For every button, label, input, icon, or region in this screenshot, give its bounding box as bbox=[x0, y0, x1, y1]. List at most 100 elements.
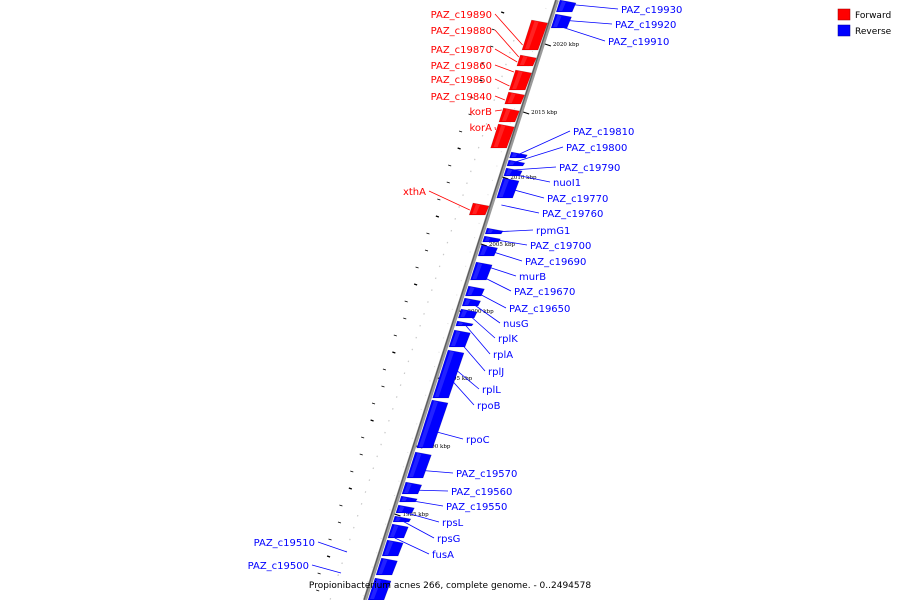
reverse-gene-label: rplA bbox=[493, 350, 513, 361]
reverse-gene-label: PAZ_c19930 bbox=[621, 5, 682, 16]
forward-gene-block-shade bbox=[525, 21, 539, 49]
reverse-gene-block bbox=[509, 151, 528, 159]
forward-gene-block bbox=[521, 19, 549, 51]
forward-leader-line bbox=[494, 29, 520, 58]
reverse-gene-label: PAZ_c19910 bbox=[608, 37, 669, 48]
reverse-gene-block bbox=[506, 159, 526, 167]
reverse-gene-label: rpsG bbox=[437, 534, 460, 545]
forward-gene-block bbox=[516, 54, 537, 67]
reverse-gene-block-shade bbox=[401, 497, 408, 501]
forward-gene-label: korA bbox=[469, 123, 492, 134]
minor-tick bbox=[457, 147, 461, 150]
reverse-gene-label: PAZ_c19760 bbox=[542, 209, 603, 220]
reverse-gene-block-shade bbox=[511, 153, 518, 157]
forward-leader-line bbox=[494, 48, 518, 63]
minor-tick bbox=[328, 538, 332, 541]
minor-tick bbox=[326, 555, 331, 558]
forward-leader-line bbox=[494, 64, 515, 73]
forward-gene-block-shade bbox=[493, 125, 506, 147]
minor-tick bbox=[371, 402, 376, 405]
scale-ticks: 2020 kbp 2015 kbp 2010 kbp 2005 kbp 2000 kbp… bbox=[316, 11, 580, 592]
forward-gene-label: PAZ_c19890 bbox=[431, 10, 492, 21]
legend-forward-swatch bbox=[837, 8, 851, 21]
reverse-leader-line bbox=[486, 249, 523, 262]
forward-gene-block bbox=[468, 202, 490, 216]
reverse-gene-block bbox=[387, 523, 409, 539]
reverse-leader-line bbox=[492, 229, 534, 233]
reverse-leader-line bbox=[482, 264, 517, 277]
minor-tick bbox=[404, 300, 408, 303]
reverse-gene-block-shade bbox=[464, 299, 471, 305]
reverse-gene-label: rpmG1 bbox=[536, 226, 570, 237]
reverse-leader-line bbox=[446, 374, 475, 406]
tick-label: 1985 kbp bbox=[403, 512, 430, 518]
gene-labels: PAZ_c19890 PAZ_c19880 PAZ_c19870 PAZ_c19860… bbox=[248, 5, 683, 572]
minor-tick bbox=[448, 164, 452, 167]
legend-reverse-label: Reverse bbox=[855, 27, 892, 37]
map-caption: Propionibacterium acnes 266, complete ge… bbox=[309, 581, 591, 591]
forward-leader-line bbox=[494, 78, 510, 87]
reverse-gene-block-shade bbox=[460, 310, 468, 317]
reverse-leader-line bbox=[403, 511, 440, 523]
reverse-gene-label: PAZ_c19790 bbox=[559, 163, 620, 174]
minor-tick bbox=[361, 436, 365, 439]
reverse-gene-block bbox=[367, 577, 392, 600]
reverse-gene-label: PAZ_c19690 bbox=[525, 257, 586, 268]
minor-tick bbox=[469, 96, 474, 99]
tick-mark bbox=[544, 43, 552, 47]
minor-tick bbox=[479, 79, 483, 82]
minor-tick bbox=[381, 385, 385, 388]
tick-mark bbox=[480, 243, 488, 247]
legend-reverse-swatch bbox=[837, 24, 851, 37]
reverse-gene-label: PAZ_c19560 bbox=[451, 487, 512, 498]
forward-gene-block-shade bbox=[512, 71, 523, 89]
minor-tick bbox=[370, 419, 374, 422]
tick-mark bbox=[394, 513, 401, 517]
reverse-gene-block bbox=[406, 451, 432, 479]
reverse-gene-block bbox=[461, 297, 482, 307]
tick-label: 1990 kbp bbox=[424, 444, 451, 450]
reverse-gene-block bbox=[464, 285, 485, 297]
reverse-gene-label: fusA bbox=[432, 550, 454, 561]
minor-tick bbox=[339, 504, 343, 507]
reverse-gene-label: PAZ_c19650 bbox=[509, 304, 570, 315]
forward-gene-label: korB bbox=[469, 107, 492, 118]
minor-tick bbox=[392, 351, 396, 354]
reverse-leader-line bbox=[473, 290, 507, 309]
reverse-gene-block bbox=[448, 329, 471, 348]
reverse-gene-block-shade bbox=[508, 161, 515, 165]
minor-tick bbox=[424, 249, 429, 252]
reverse-gene-block bbox=[484, 227, 504, 235]
reverse-gene-label: PAZ_c19510 bbox=[254, 538, 315, 549]
reverse-leader-line bbox=[558, 25, 606, 42]
reverse-gene-label: PAZ_c19670 bbox=[514, 287, 575, 298]
reverse-leader-line bbox=[400, 519, 435, 539]
forward-gene-block-shade bbox=[519, 56, 528, 65]
minor-tick bbox=[359, 453, 363, 456]
legend-forward-label: Forward bbox=[855, 11, 891, 21]
reverse-gene-block-shade bbox=[384, 541, 394, 555]
reverse-gene-block bbox=[398, 495, 418, 503]
reverse-gene-block-shade bbox=[484, 237, 491, 241]
reverse-leader-line bbox=[501, 204, 540, 214]
reverse-leader-line bbox=[470, 301, 501, 324]
reverse-leader-line bbox=[506, 187, 545, 199]
forward-gene-block bbox=[490, 123, 515, 149]
minor-tick bbox=[446, 181, 450, 184]
genome-backbone bbox=[363, 0, 559, 600]
minor-tick bbox=[435, 215, 440, 218]
reverse-leader-line bbox=[560, 19, 613, 25]
minor-tick bbox=[426, 232, 430, 235]
reverse-leader-line bbox=[457, 339, 486, 372]
forward-leader-line bbox=[428, 190, 470, 211]
reverse-gene-block bbox=[395, 504, 415, 514]
reverse-gene-block-shade bbox=[370, 579, 382, 599]
reverse-gene-block-shade bbox=[457, 322, 464, 325]
reverse-gene-block bbox=[381, 539, 404, 557]
reverse-leader-line bbox=[512, 166, 557, 171]
reverse-leader-line bbox=[311, 564, 342, 574]
reverse-gene-label: PAZ_c19700 bbox=[530, 241, 591, 252]
reverse-gene-block-shade bbox=[553, 15, 562, 27]
reverse-gene-label: rpoC bbox=[466, 435, 490, 446]
